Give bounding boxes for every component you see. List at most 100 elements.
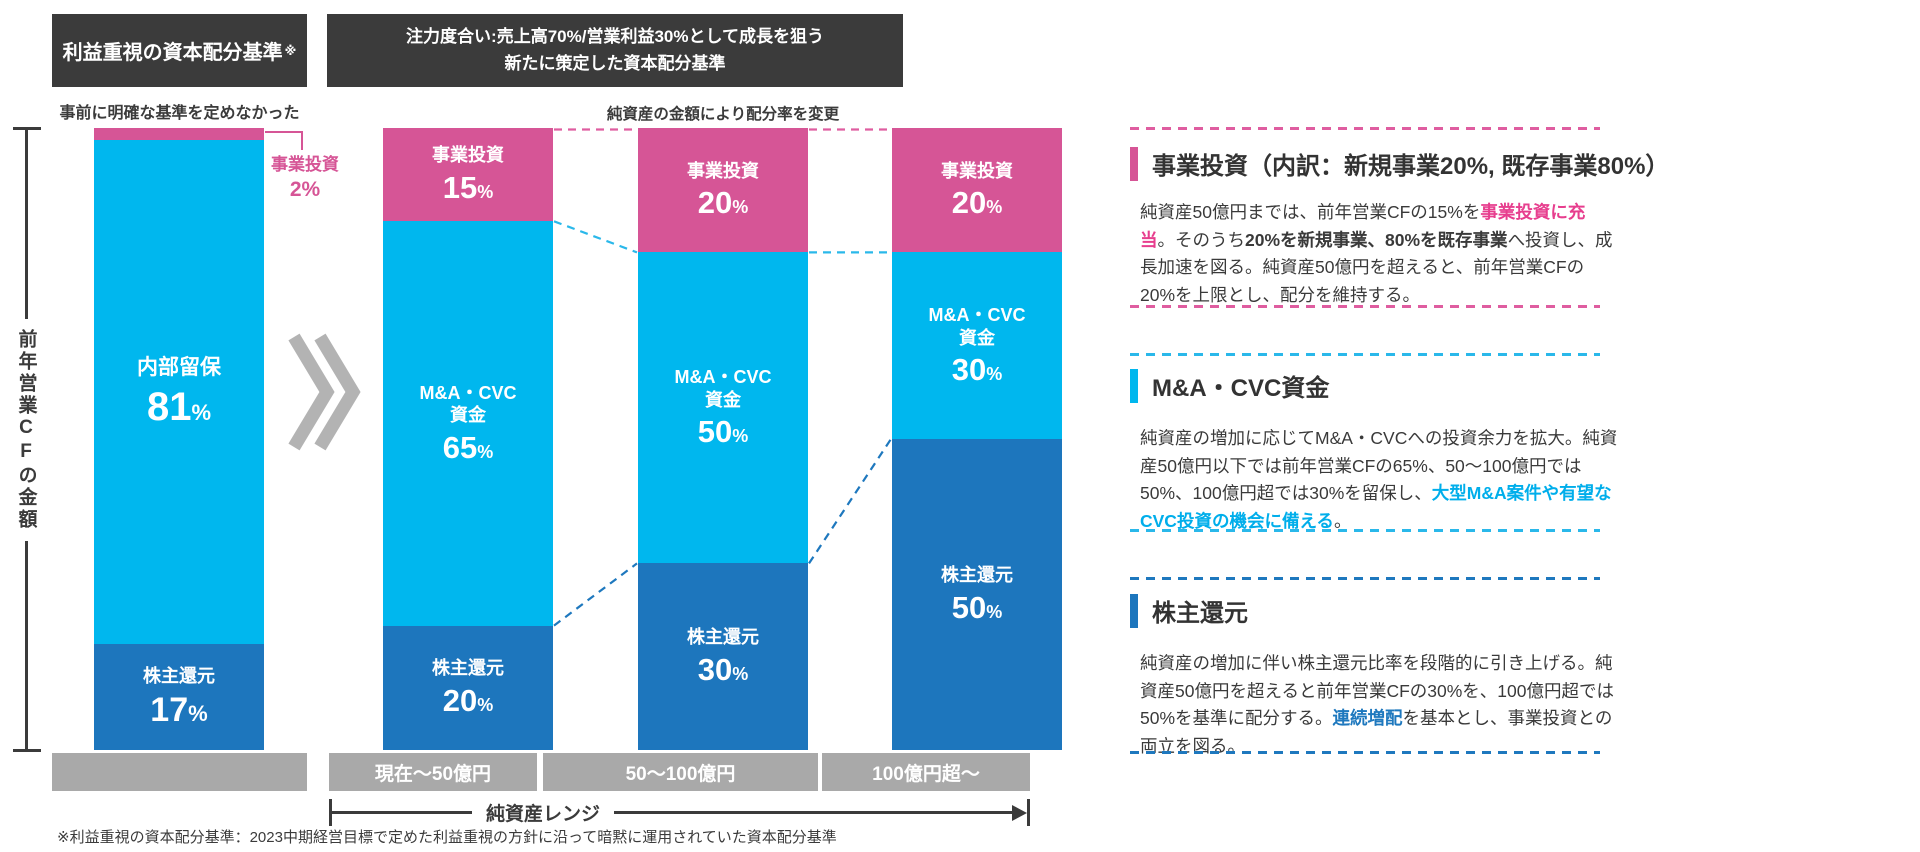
bar-segment-事業投資: 事業投資 20% — [892, 128, 1062, 253]
divider-dashed-pink-top — [1130, 127, 1600, 130]
stacked-bar-3: 事業投資 20% M&A・CVC 資金 30% 株主還元 50% — [892, 128, 1062, 750]
x-axis-right-tick — [1027, 799, 1030, 826]
body-text-segment: を基本とし、事業投資との両立を図る。 — [1140, 708, 1613, 756]
segment-label: 内部留保 — [137, 356, 221, 380]
callout-value: 2% — [289, 178, 321, 202]
segment-label: 事業投資 — [432, 145, 504, 166]
segment-label: 株主還元 — [687, 627, 759, 648]
category-box-1: 現在〜50億円 — [329, 753, 537, 791]
percent-sign: % — [732, 663, 749, 684]
percent-sign: % — [477, 441, 494, 462]
bar-segment-M&A・CVC資金: M&A・CVC 資金 30% — [892, 252, 1062, 439]
panel-body-shareholder: 純資産の増加に伴い株主還元比率を段階的に引き上げる。純資産50億円を超えると前年… — [1140, 650, 1618, 761]
panel-title-ma: M&A・CVC資金 — [1130, 368, 1329, 403]
divider-dashed-pink-bottom — [1130, 305, 1600, 308]
percent-sign: % — [732, 426, 749, 447]
percent-sign: % — [188, 700, 208, 726]
segment-value: 65% — [442, 429, 494, 465]
x-axis-line-right — [614, 811, 1012, 814]
accent-bar-cyan — [1130, 368, 1138, 403]
segment-value: 50% — [951, 589, 1003, 625]
body-text-segment: へ投資し、成長加速を図る。純資産50億円を超えると、前年営業CFの20%を上限と… — [1140, 229, 1613, 305]
double-chevron-icon — [314, 333, 361, 451]
divider-dashed-blue-top — [1130, 577, 1600, 580]
divider-dashed-cyan-top — [1130, 353, 1600, 356]
new-standard-header-line2: 新たに策定した資本配分基準 — [504, 53, 726, 73]
callout-connector-line — [265, 131, 303, 150]
bar-segment-事業投資: 事業投資 15% — [383, 128, 553, 222]
segment-label: 株主還元 — [941, 565, 1013, 586]
x-axis-left-tick — [329, 799, 332, 826]
percent-sign: % — [986, 601, 1003, 622]
percent-sign: % — [986, 197, 1003, 218]
segment-value: 20% — [697, 185, 749, 221]
panel-title-invest: 事業投資（内訳：新規事業20%, 既存事業80%） — [1130, 146, 1669, 181]
percent-sign: % — [986, 364, 1003, 385]
connector-dashed-shareholder — [808, 438, 892, 565]
callout-label: 事業投資 — [271, 155, 339, 174]
bar-segment-株主還元: 株主還元 20% — [383, 625, 553, 750]
connector-dashed-shareholder — [553, 562, 638, 627]
y-axis-line-upper — [25, 127, 28, 319]
panel-body-invest: 純資産50億円までは、前年営業CFの15%を事業投資に充当。そのうち20%を新規… — [1140, 199, 1618, 310]
footnote-mark: ※ — [284, 43, 297, 58]
segment-label: M&A・CVC 資金 — [928, 305, 1026, 348]
segment-label: M&A・CVC 資金 — [674, 367, 772, 410]
x-axis-arrowhead-icon — [1012, 804, 1027, 821]
bar-segment-株主還元: 株主還元 17% — [94, 644, 264, 750]
divider-dashed-blue-bottom — [1130, 751, 1600, 754]
stacked-bar-0: 内部留保 81% 株主還元 17% — [94, 128, 264, 750]
stacked-bar-2: 事業投資 20% M&A・CVC 資金 50% 株主還元 30% — [638, 128, 808, 750]
double-chevron-icon — [288, 333, 335, 451]
category-box-old — [52, 753, 307, 791]
bar-segment-事業投資 — [94, 128, 264, 141]
body-text-segment: 連続増配 — [1332, 708, 1403, 729]
divider-dashed-cyan-bottom — [1130, 529, 1600, 532]
old-standard-header: 利益重視の資本配分基準 ※ — [52, 14, 307, 87]
old-standard-subtitle: 事前に明確な基準を定めなかった — [59, 105, 300, 122]
percent-sign: % — [477, 181, 494, 202]
y-axis-bottom-cap — [13, 749, 41, 752]
segment-label: 株主還元 — [432, 658, 504, 679]
business-invest-callout: 事業投資 2% — [260, 154, 350, 203]
segment-value: 50% — [697, 414, 749, 450]
body-text-segment: 純資産の増加に応じてM&A・CVCへの投資余力を拡大。純資産50億円以下では前年… — [1140, 428, 1618, 504]
footnote: ※利益重視の資本配分基準：2023中期経営目標で定めた利益重視の方針に沿って暗黙… — [57, 829, 837, 846]
new-standard-header-lines: 注力度合い:売上高70%/営業利益30%として成長を狙う 新たに策定した資本配分… — [406, 24, 824, 77]
segment-value: 30% — [951, 352, 1003, 388]
percent-sign: % — [732, 197, 749, 218]
body-text-segment: 20%を新規事業、80%を既存事業 — [1245, 229, 1508, 250]
bar-segment-M&A・CVC資金: M&A・CVC 資金 65% — [383, 221, 553, 626]
new-standard-header: 注力度合い:売上高70%/営業利益30%として成長を狙う 新たに策定した資本配分… — [327, 14, 903, 87]
bar-segment-株主還元: 株主還元 50% — [892, 438, 1062, 750]
stacked-bar-1: 事業投資 15% M&A・CVC 資金 65% 株主還元 20% — [383, 128, 553, 750]
x-axis-line-left — [332, 811, 472, 814]
panel-title-text: 事業投資（内訳：新規事業20%, 既存事業80%） — [1152, 153, 1670, 180]
segment-label: 株主還元 — [143, 666, 215, 687]
category-box-3: 100億円超〜 — [822, 753, 1030, 791]
segment-label: 事業投資 — [941, 160, 1013, 181]
panel-body-ma: 純資産の増加に応じてM&A・CVCへの投資余力を拡大。純資産50億円以下では前年… — [1140, 425, 1618, 536]
percent-sign: % — [191, 400, 212, 426]
body-text-segment: 。そのうち — [1157, 229, 1246, 250]
percent-sign: % — [477, 694, 494, 715]
new-standard-subtitle: 純資産の金額により配分率を変更 — [606, 106, 840, 123]
segment-value: 15% — [442, 169, 494, 205]
y-axis-line-lower — [25, 541, 28, 752]
category-box-2: 50〜100億円 — [543, 753, 818, 791]
accent-bar-blue — [1130, 593, 1138, 628]
bar-segment-事業投資: 事業投資 20% — [638, 128, 808, 253]
body-text-segment: 大型M&A案件や有望なCVC投資の機会に備える — [1140, 483, 1612, 531]
panel-title-text: M&A・CVC資金 — [1152, 375, 1330, 402]
body-text-segment: 純資産50億円までは、前年営業CFの15%を — [1140, 202, 1481, 222]
y-axis-label: 前年営業CFの金額 — [15, 329, 37, 531]
panel-title-text: 株主還元 — [1152, 600, 1248, 627]
new-standard-header-line1: 注力度合い:売上高70%/営業利益30%として成長を狙う — [406, 27, 824, 47]
segment-value: 20% — [442, 682, 494, 718]
x-axis-label: 純資産レンジ — [486, 804, 601, 825]
connector-dashed-ma — [553, 220, 638, 254]
panel-title-shareholder: 株主還元 — [1130, 593, 1248, 628]
segment-label: 事業投資 — [687, 160, 759, 181]
segment-value: 17% — [150, 690, 208, 729]
